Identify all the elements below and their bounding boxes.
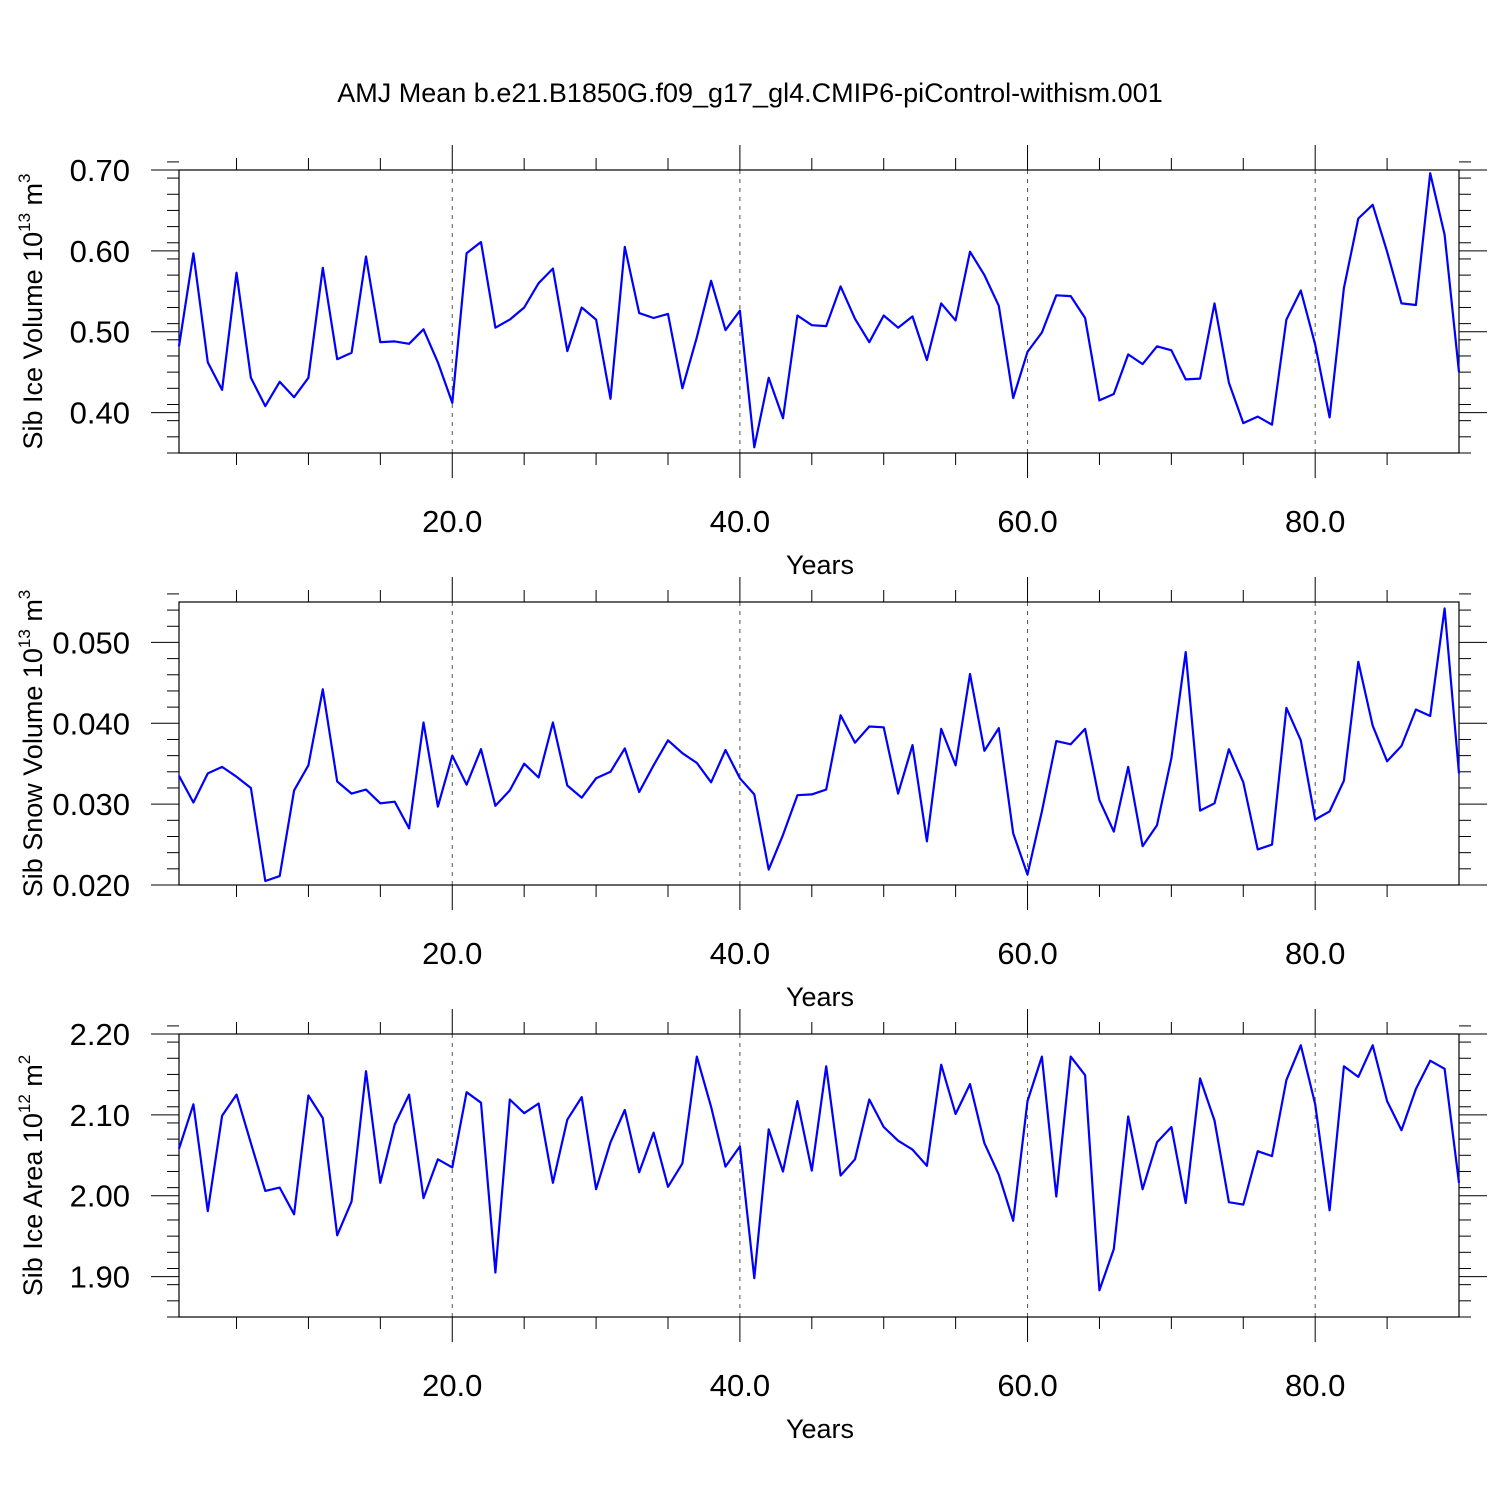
y-tick-label: 0.040 [52, 706, 130, 741]
y-tick-label: 2.10 [70, 1098, 130, 1133]
x-tick-label: 80.0 [1285, 936, 1345, 971]
x-axis-label: Years [786, 982, 854, 1012]
y-axis-label: Sib Snow Volume 1013 m3 [15, 590, 48, 898]
y-axis-label-text: Sib Snow Volume 10 [18, 648, 48, 897]
chart-panel: 20.0 40.0 60.0 80.0 0.40 0.50 0.60 0.70 Years Sib… [15, 145, 1487, 580]
chart-panel: 20.0 40.0 60.0 80.0 0.020 0.030 0.040 0.050 Year… [15, 577, 1487, 1012]
plot-frame [178, 1033, 1460, 1318]
x-tick-label: 60.0 [997, 504, 1057, 539]
y-axis-label-text: m [18, 599, 48, 629]
y-axis-label-text: m [18, 1064, 48, 1094]
x-tick-label: 60.0 [997, 936, 1057, 971]
y-axis-label-superscript: 2 [15, 1055, 34, 1064]
x-axis-label: Years [786, 550, 854, 580]
y-axis-label-superscript: 13 [15, 629, 34, 648]
y-axis-label-superscript: 3 [15, 173, 34, 182]
chart-panel: 20.0 40.0 60.0 80.0 1.90 2.00 2.10 2.20 Years Sib… [15, 1009, 1487, 1444]
y-axis-label-superscript: 13 [15, 213, 34, 232]
x-tick-label: 40.0 [710, 1368, 770, 1403]
data-series-line [178, 607, 1461, 883]
y-axis-label-text: Sib Ice Volume 10 [18, 232, 48, 450]
y-axis-label: Sib Ice Volume 1013 m3 [15, 173, 48, 449]
x-tick-label: 40.0 [710, 936, 770, 971]
plot-frame [178, 601, 1460, 886]
data-series-line [177, 1044, 1461, 1292]
y-axis-label-superscript: 3 [15, 590, 34, 599]
y-tick-label: 0.50 [70, 315, 130, 350]
data-series-line [177, 172, 1461, 449]
y-axis-label-superscript: 12 [15, 1094, 34, 1113]
x-tick-label: 80.0 [1285, 1368, 1345, 1403]
x-axis-label: Years [786, 1414, 854, 1444]
page-title: AMJ Mean b.e21.B1850G.f09_g17_gl4.CMIP6-… [337, 78, 1163, 108]
y-tick-label: 2.20 [70, 1017, 130, 1052]
x-tick-label: 80.0 [1285, 504, 1345, 539]
y-tick-label: 0.020 [52, 868, 130, 903]
y-tick-label: 1.90 [70, 1260, 130, 1295]
plot-frame [178, 169, 1460, 454]
x-tick-label: 20.0 [422, 504, 482, 539]
x-tick-label: 40.0 [710, 504, 770, 539]
y-axis-label-text: Sib Ice Area 10 [18, 1113, 48, 1296]
x-tick-label: 60.0 [997, 1368, 1057, 1403]
y-tick-label: 2.00 [70, 1179, 130, 1214]
y-tick-label: 0.050 [52, 625, 130, 660]
x-tick-label: 20.0 [422, 936, 482, 971]
y-tick-label: 0.030 [52, 787, 130, 822]
y-tick-label: 0.60 [70, 234, 130, 269]
y-axis-label: Sib Ice Area 1012 m2 [15, 1055, 48, 1297]
y-tick-label: 0.40 [70, 396, 130, 431]
y-tick-label: 0.70 [70, 153, 130, 188]
x-tick-label: 20.0 [422, 1368, 482, 1403]
y-axis-label-text: m [18, 183, 48, 213]
